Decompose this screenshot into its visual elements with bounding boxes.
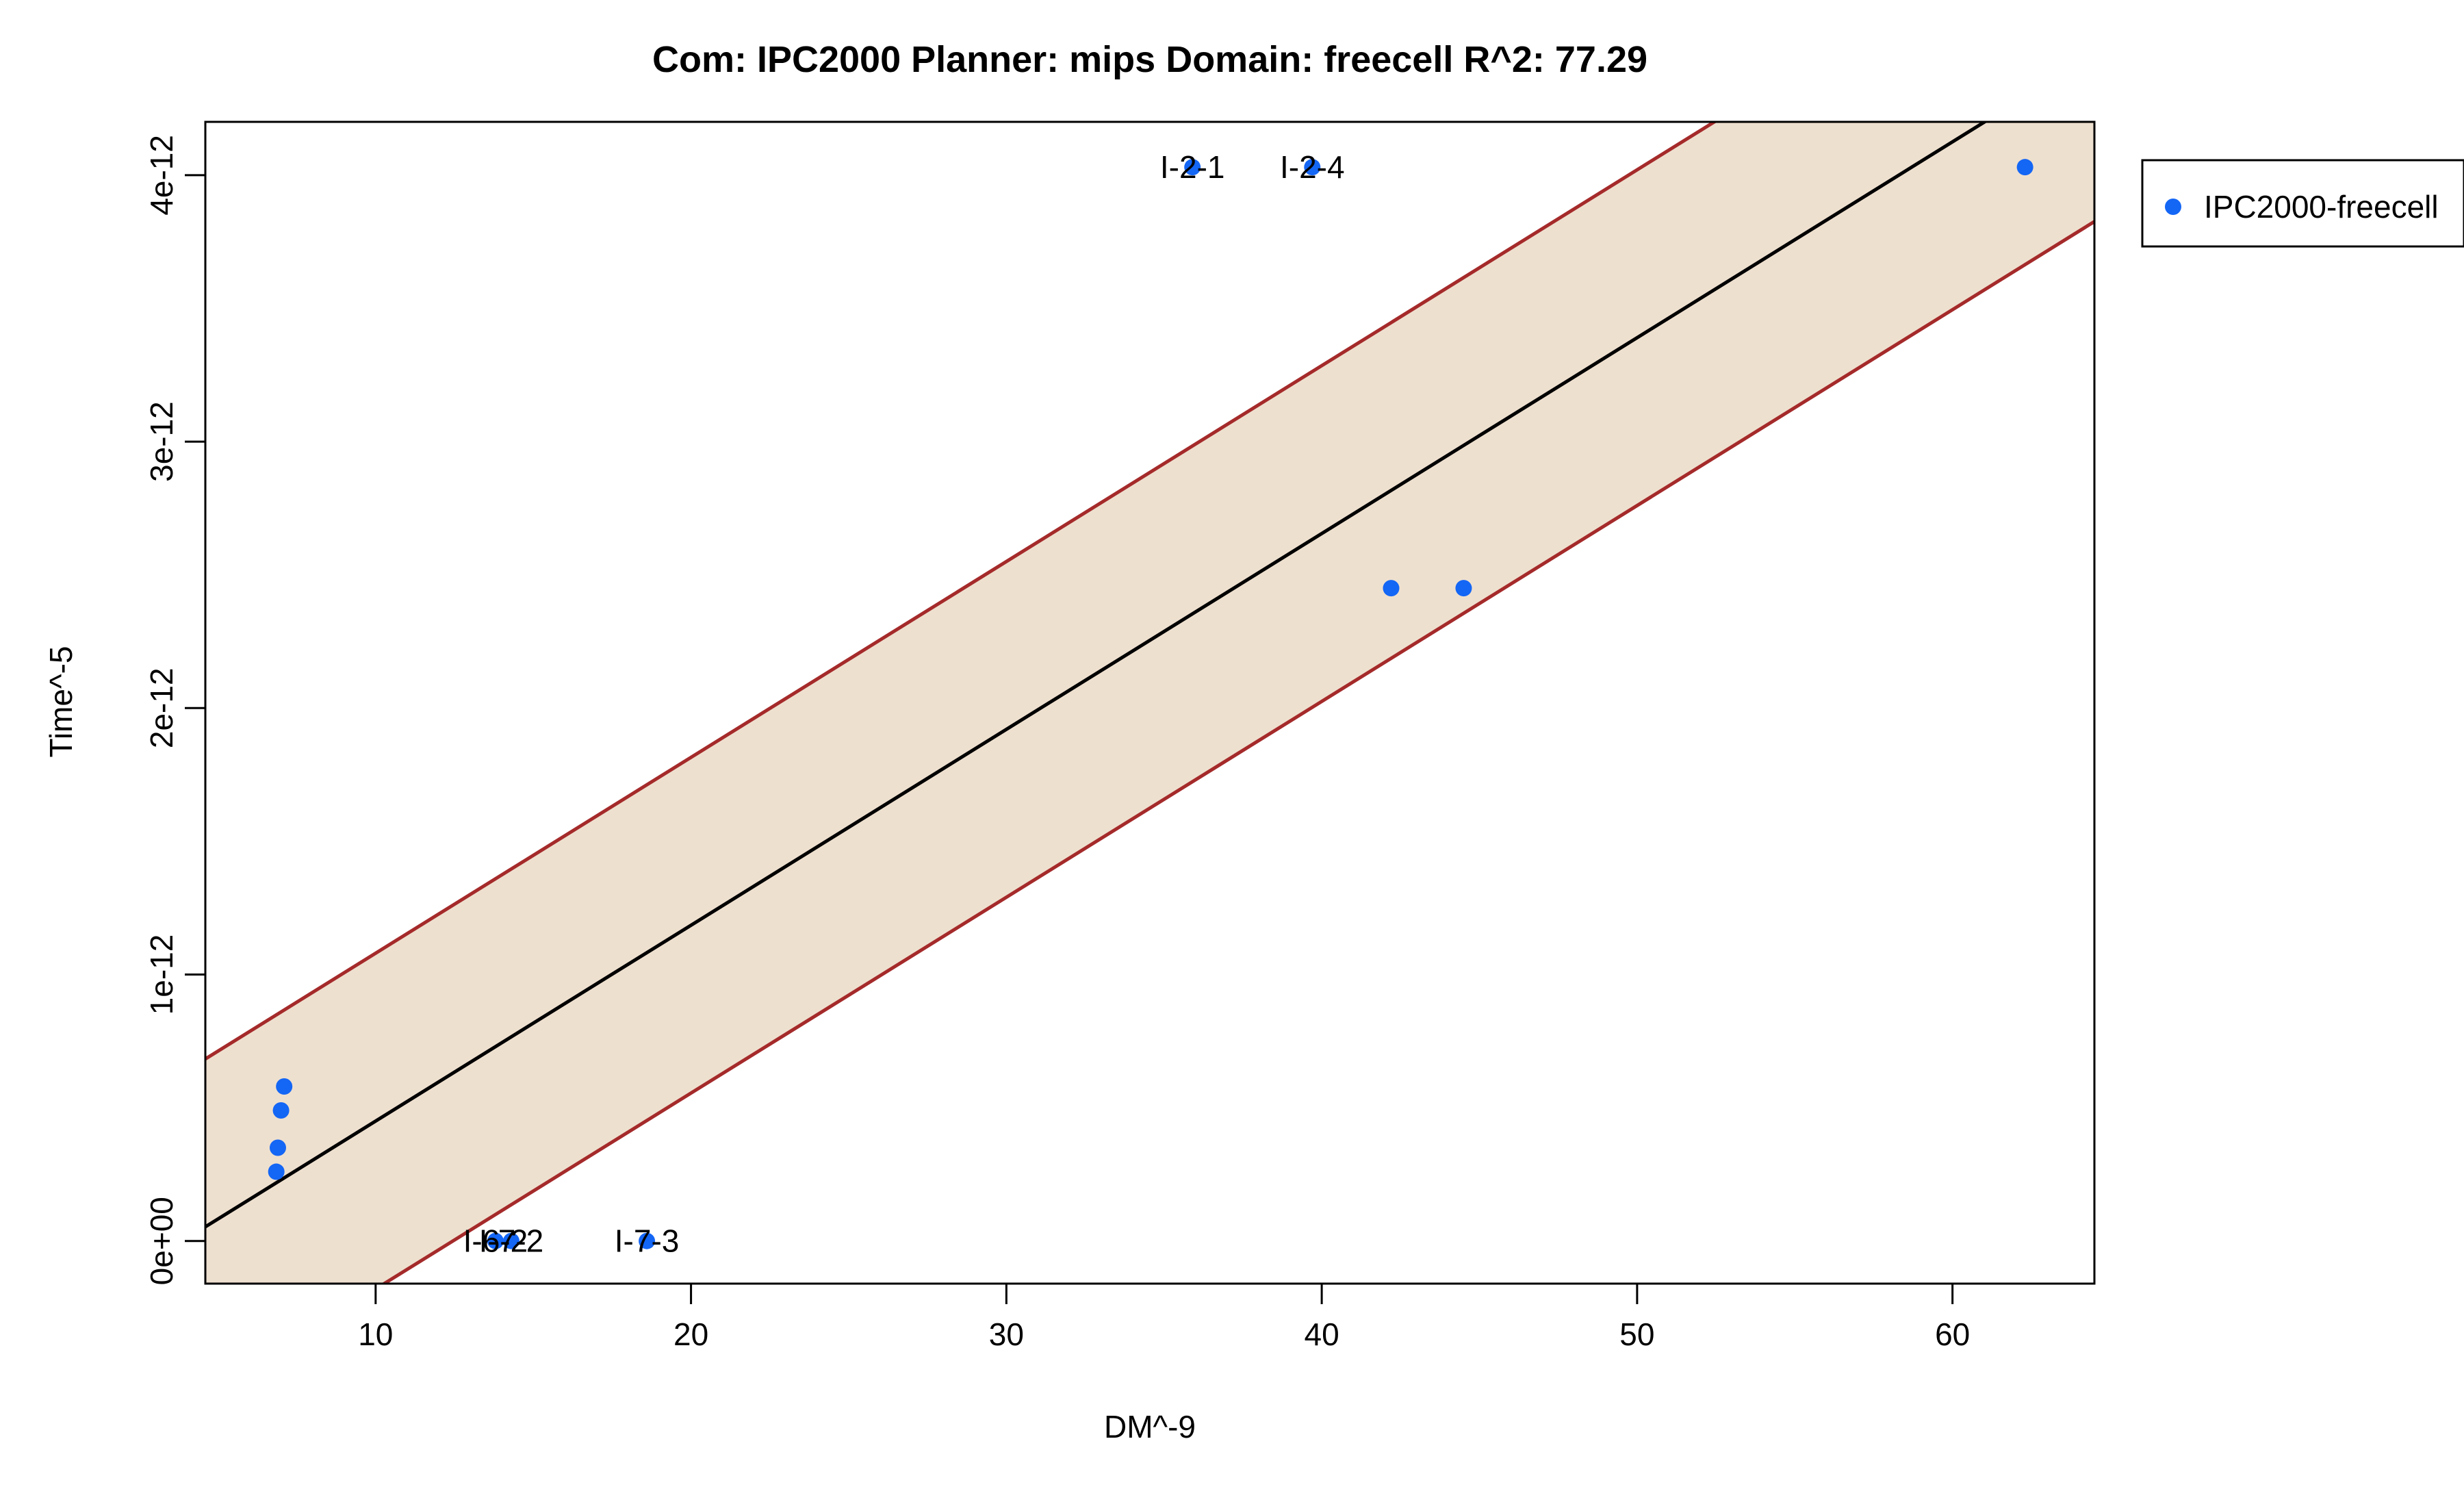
data-point <box>1304 159 1321 176</box>
data-point <box>1455 580 1472 597</box>
x-axis-label: DM^-9 <box>1104 1409 1196 1445</box>
data-point <box>272 1102 290 1119</box>
point-label: I-2-4 <box>1280 149 1345 185</box>
chart-title: Com: IPC2000 Planner: mips Domain: freec… <box>652 39 1647 80</box>
data-point <box>2016 159 2033 176</box>
legend: IPC2000-freecell <box>2141 159 2464 248</box>
data-point <box>639 1232 656 1249</box>
data-point <box>276 1078 293 1095</box>
data-point <box>1184 159 1201 176</box>
y-tick-label: 1e-12 <box>144 934 179 1015</box>
legend-entry: IPC2000-freecell <box>2204 189 2439 225</box>
x-tick-label: 60 <box>1935 1316 1970 1352</box>
data-point <box>502 1232 519 1249</box>
y-axis: 0e+00 1e-12 2e-12 3e-12 4e-12 <box>144 135 205 1285</box>
legend-box <box>2141 159 2464 248</box>
y-tick-label: 0e+00 <box>144 1197 179 1285</box>
x-axis: 10 20 30 40 50 60 <box>358 1284 1970 1352</box>
x-tick-label: 50 <box>1619 1316 1654 1352</box>
data-point <box>1383 580 1400 597</box>
data-point <box>269 1139 286 1156</box>
point-label: I-6-2 <box>463 1223 528 1259</box>
y-tick-label: 4e-12 <box>144 135 179 216</box>
y-tick-label: 2e-12 <box>144 667 179 748</box>
point-label: I-7-2 <box>479 1223 544 1259</box>
upper-interval-line <box>205 122 1718 1060</box>
legend-marker <box>2165 199 2181 215</box>
y-tick-label: 3e-12 <box>144 401 179 482</box>
point-labels: I-2-1 I-2-4 I-6-2I-7-2 I-7-3 <box>463 149 1345 1259</box>
plot-frame <box>204 120 2096 1285</box>
data-point <box>487 1232 504 1249</box>
fit-layer <box>205 122 1988 1229</box>
regression-line <box>205 122 1988 1229</box>
x-tick-label: 10 <box>358 1316 393 1352</box>
y-axis-label: Time^-5 <box>43 646 79 758</box>
x-tick-label: 30 <box>989 1316 1024 1352</box>
point-label: I-7-3 <box>615 1223 680 1259</box>
lower-interval-line <box>381 220 2094 1284</box>
x-tick-label: 20 <box>673 1316 708 1352</box>
interval-band-fill <box>205 122 2094 1284</box>
point-label: I-2-1 <box>1160 149 1225 185</box>
x-tick-label: 40 <box>1305 1316 1339 1352</box>
prediction-interval-band <box>205 122 2094 1284</box>
points-layer <box>268 159 2033 1249</box>
data-point <box>268 1163 285 1180</box>
